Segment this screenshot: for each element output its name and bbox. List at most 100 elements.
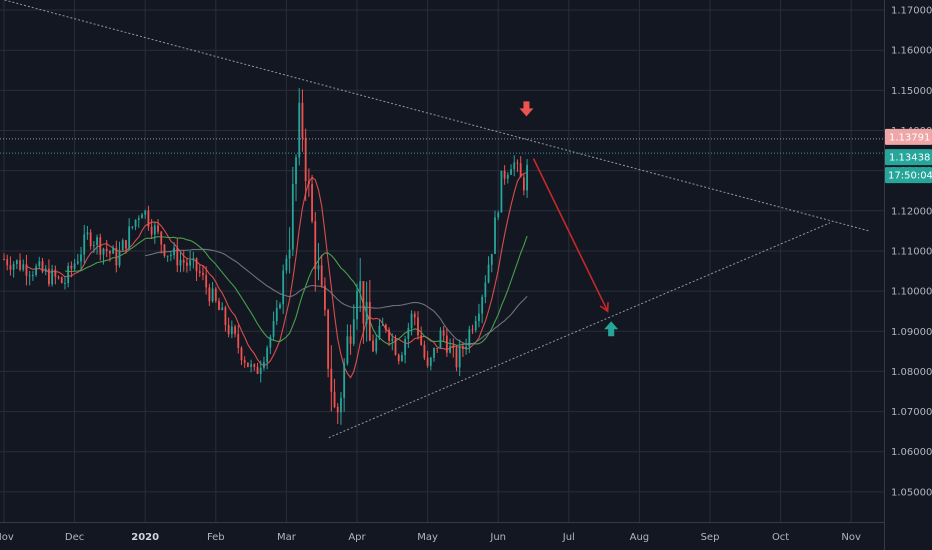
x-tick-label: 2020 — [131, 532, 159, 543]
candle-body — [378, 325, 381, 339]
candle-body — [474, 321, 477, 331]
x-tick-label: Nov — [841, 532, 861, 543]
x-tick-label: Jun — [489, 532, 506, 543]
candle-body — [465, 346, 468, 350]
candle-body — [336, 406, 339, 413]
candle-body — [80, 254, 82, 262]
candle-body — [288, 249, 291, 259]
candle-body — [253, 364, 256, 367]
candle-body — [163, 244, 166, 256]
candle-body — [506, 174, 509, 179]
y-tick-label: 1.09000 — [891, 327, 932, 338]
x-tick-label: Sep — [701, 532, 720, 543]
price-tag-current-box — [885, 149, 932, 166]
candle-body — [333, 391, 336, 407]
candle-body — [513, 162, 516, 170]
price-axis[interactable]: 1.170001.160001.150001.140001.130001.120… — [884, 0, 932, 550]
x-tick-label: Apr — [348, 532, 366, 543]
time-axis[interactable]: Nov Dec 2020 Feb Mar Apr May Jun Jul Aug Sep Oct Nov — [0, 522, 884, 544]
candle-body — [375, 338, 378, 352]
candle-body — [471, 329, 474, 331]
candle-body — [195, 258, 198, 272]
price-tag-high: 1.13791 — [889, 132, 930, 143]
candle-body — [237, 333, 240, 348]
candle-body — [128, 226, 131, 249]
candle-body — [173, 247, 175, 256]
x-tick-label: Nov — [0, 532, 14, 543]
candle-body — [407, 328, 410, 340]
candle-body — [279, 304, 281, 308]
candle-body — [503, 170, 506, 179]
candle-body — [301, 102, 304, 139]
candle-body — [243, 360, 246, 363]
candle-body — [35, 266, 37, 276]
sell-arrow-icon — [519, 101, 534, 117]
candle-body — [410, 313, 413, 329]
candle-body — [401, 355, 403, 362]
lower-trendline — [328, 222, 831, 439]
candle-body — [500, 170, 503, 213]
candle-body — [67, 265, 70, 283]
candle-body — [320, 265, 323, 286]
candle-body — [356, 290, 358, 320]
candle-body — [230, 326, 233, 335]
y-tick-label: 1.15000 — [891, 86, 932, 97]
candle-body — [346, 336, 349, 364]
y-tick-label: 1.12000 — [891, 206, 932, 217]
candle-body — [391, 338, 394, 341]
candle-body — [417, 317, 419, 336]
candle-body — [208, 287, 211, 302]
candle-body — [420, 335, 423, 345]
candle-body — [426, 357, 429, 366]
candle-body — [455, 348, 458, 368]
candle-body — [478, 313, 480, 322]
candle-body — [458, 346, 461, 368]
candle-body — [102, 248, 105, 255]
candle-body — [250, 364, 252, 367]
candle-body — [83, 234, 86, 255]
candle-body — [314, 221, 317, 270]
candle-body — [57, 276, 60, 278]
x-tick-label: Mar — [277, 532, 297, 543]
candle-body — [285, 258, 288, 271]
candle-body — [6, 259, 9, 266]
candle-body — [19, 260, 21, 270]
candle-body — [118, 250, 121, 266]
candle-body — [526, 164, 528, 191]
candle-body — [439, 330, 442, 349]
candle-body — [214, 288, 217, 301]
candle-body — [73, 263, 76, 269]
candle-body — [169, 255, 172, 257]
candle-body — [368, 301, 371, 341]
candle-body — [160, 231, 163, 245]
candle-body — [150, 226, 153, 235]
candle-body — [186, 262, 188, 266]
candle-body — [282, 270, 285, 305]
candle-body — [497, 212, 500, 218]
candle-body — [157, 225, 159, 232]
candle-body — [423, 344, 426, 358]
y-tick-label: 1.16000 — [891, 46, 932, 57]
candle-body — [359, 281, 362, 291]
candle-body — [112, 247, 115, 254]
candle-body — [384, 324, 387, 330]
candle-body — [202, 272, 204, 276]
candle-body — [96, 237, 98, 245]
candle-body — [429, 357, 432, 366]
candle-body — [413, 313, 416, 318]
candle-body — [442, 330, 445, 336]
candle-body — [15, 260, 18, 265]
x-tick-label: Feb — [207, 532, 225, 543]
candle-body — [327, 310, 330, 369]
candle-body — [22, 264, 25, 270]
candle-body — [295, 157, 297, 185]
candle-body — [304, 138, 307, 182]
candle-body — [433, 348, 435, 358]
candle-body — [494, 217, 496, 254]
candle-body — [256, 366, 259, 374]
candle-body — [144, 210, 147, 215]
candle-body — [246, 362, 249, 367]
candle-body — [352, 319, 355, 344]
